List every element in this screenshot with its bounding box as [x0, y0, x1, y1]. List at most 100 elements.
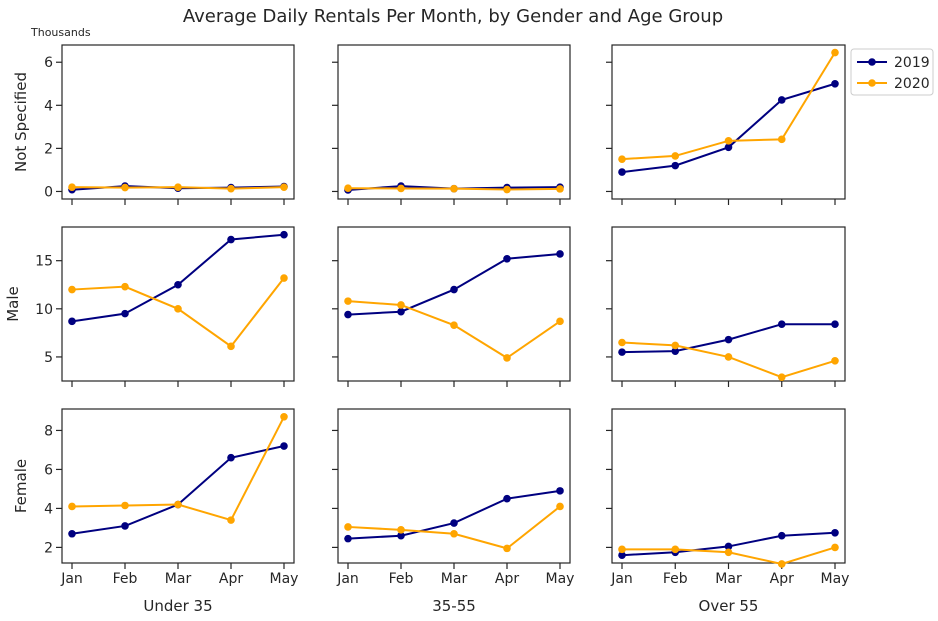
- y-tick-label: 8: [44, 423, 53, 439]
- legend-label-2019: 2019: [894, 55, 930, 71]
- x-tick-label: May: [270, 571, 299, 587]
- data-point-2020: [724, 548, 733, 557]
- data-point-2019: [68, 317, 76, 326]
- y-tick-label: 4: [44, 98, 53, 114]
- data-point-2019: [121, 309, 129, 318]
- column-label: Over 55: [699, 597, 759, 615]
- data-point-2020: [280, 412, 288, 421]
- row-label: Female: [12, 459, 30, 513]
- data-point-2019: [280, 442, 288, 450]
- series-line-2019: [347, 252, 561, 316]
- data-point-2020: [121, 501, 129, 510]
- data-point-2019: [450, 519, 458, 527]
- data-point-2019: [831, 528, 839, 537]
- y-tick-label: 0: [44, 184, 53, 200]
- column-label: 35-55: [432, 597, 476, 615]
- data-point-2019: [397, 531, 405, 540]
- data-point-2020: [777, 373, 786, 381]
- data-point-2019: [831, 79, 839, 88]
- data-point-2019: [174, 280, 182, 289]
- data-point-2020: [503, 185, 511, 194]
- column-labels: Under 35 35-55 Over 55: [143, 597, 758, 615]
- data-point-2019: [227, 453, 235, 462]
- panel-r0-c2: [606, 44, 846, 205]
- data-point-2019: [397, 307, 405, 316]
- data-point-2019: [618, 551, 626, 560]
- x-tick-label: Mar: [715, 571, 742, 587]
- panel-r0-c0: 0 2 4 6: [44, 44, 295, 205]
- chart-title: Average Daily Rentals Per Month, by Gend…: [183, 6, 723, 27]
- data-point-2020: [777, 560, 786, 568]
- panel-r2-c2: Jan Feb Mar Apr May: [606, 408, 849, 587]
- units-label: Thousands: [30, 26, 91, 39]
- data-point-2020: [121, 183, 129, 192]
- series-line-2020: [347, 505, 561, 550]
- data-point-2019: [280, 230, 288, 239]
- x-tick-label: Mar: [441, 571, 468, 587]
- legend-marker-2020: [868, 79, 876, 87]
- legend-label-2020: 2020: [894, 76, 930, 92]
- data-point-2020: [671, 545, 680, 554]
- series-line-2019: [71, 445, 285, 535]
- x-tick-label: Apr: [770, 571, 794, 587]
- data-point-2019: [671, 161, 680, 170]
- data-point-2020: [174, 183, 182, 191]
- data-point-2019: [671, 347, 680, 355]
- data-point-2020: [777, 135, 786, 144]
- data-point-2019: [227, 235, 235, 244]
- data-point-2020: [121, 282, 129, 291]
- panel-r2-c0: 2 4 6 8 Jan Feb Mar Apr May: [44, 408, 299, 587]
- data-point-2020: [174, 500, 182, 509]
- x-tick-label: Mar: [165, 571, 192, 587]
- data-point-2019: [503, 254, 511, 263]
- data-point-2020: [68, 502, 76, 511]
- x-tick-label: May: [546, 571, 575, 587]
- data-point-2020: [174, 305, 182, 313]
- data-point-2020: [724, 137, 733, 145]
- panel-r1-c2: [606, 226, 846, 387]
- y-tick-label: 5: [44, 350, 53, 366]
- row-label: Male: [4, 286, 22, 322]
- legend: 2019 2020: [850, 48, 934, 96]
- panel-frame: [337, 408, 571, 564]
- legend-marker-2019: [868, 58, 876, 66]
- data-point-2020: [618, 338, 626, 347]
- data-point-2020: [831, 356, 839, 365]
- x-tick-label: Feb: [663, 571, 688, 587]
- data-point-2019: [503, 494, 511, 503]
- data-point-2019: [777, 531, 786, 540]
- y-tick-label: 15: [35, 254, 53, 270]
- data-point-2020: [280, 274, 288, 282]
- series-line-2019: [621, 82, 836, 174]
- panel-frame: [61, 226, 295, 382]
- x-tick-label: Jan: [610, 571, 633, 587]
- series-line-2020: [347, 300, 561, 360]
- panel-frame: [61, 408, 295, 564]
- y-tick-label: 2: [44, 141, 53, 157]
- panel-frame: [611, 44, 846, 200]
- data-point-2019: [724, 542, 733, 551]
- y-tick-label: 4: [44, 501, 53, 517]
- column-label: Under 35: [143, 597, 212, 615]
- panel-frame: [61, 44, 295, 200]
- data-point-2019: [450, 285, 458, 294]
- data-point-2020: [503, 354, 511, 362]
- y-tick-label: 10: [35, 302, 53, 318]
- panel-r0-c1: [332, 44, 571, 205]
- data-point-2020: [671, 152, 680, 160]
- x-tick-label: Jan: [336, 571, 359, 587]
- data-point-2019: [344, 310, 352, 319]
- panel-r2-c1: Jan Feb Mar Apr May: [332, 408, 575, 587]
- data-point-2019: [724, 143, 733, 152]
- data-point-2020: [618, 155, 626, 163]
- panel-r1-c1: [332, 226, 571, 387]
- data-point-2020: [227, 342, 235, 351]
- data-point-2020: [450, 321, 458, 329]
- x-tick-label: Feb: [113, 571, 138, 587]
- data-point-2020: [831, 543, 839, 552]
- data-point-2020: [280, 183, 288, 191]
- data-point-2019: [831, 320, 839, 329]
- x-tick-label: Feb: [389, 571, 414, 587]
- data-point-2020: [227, 516, 235, 524]
- data-point-2020: [68, 183, 76, 191]
